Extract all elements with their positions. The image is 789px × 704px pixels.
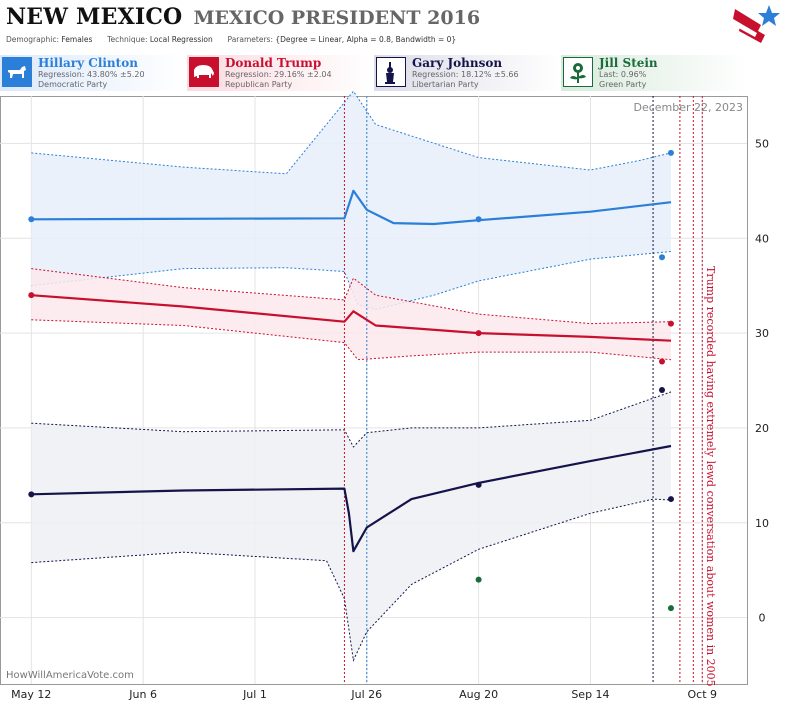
y-tick-label: 0 — [759, 612, 766, 625]
upper-bound-line — [31, 90, 672, 175]
poll-point — [659, 358, 666, 365]
y-tick-label: 50 — [755, 137, 769, 150]
y-tick-label: 30 — [755, 327, 769, 340]
candidate-stat: Regression: 29.16% ±2.04 — [225, 70, 332, 79]
poll-point — [28, 216, 35, 223]
demographic-label: Demographic: — [6, 35, 59, 44]
regression-line — [31, 189, 672, 226]
demographic-value: Females — [61, 35, 93, 44]
flower-icon — [563, 57, 593, 87]
poll-points — [28, 149, 674, 612]
poll-point — [659, 387, 666, 393]
poll-point — [659, 254, 666, 261]
poll-point — [667, 605, 674, 612]
state-title: NEW MEXICO — [6, 4, 183, 30]
candidate-party: Libertarian Party — [412, 80, 479, 89]
y-tick-label: 40 — [755, 232, 769, 245]
upper-bound-line — [31, 268, 672, 325]
lower-bound-line — [31, 251, 672, 310]
candidate-stat: Regression: 18.12% ±5.66 — [412, 70, 519, 79]
race-title: MEXICO PRESIDENT 2016 — [193, 7, 481, 29]
candidate-name: Gary Johnson — [412, 56, 503, 70]
chart-title: NEW MEXICO MEXICO PRESIDENT 2016 — [6, 4, 480, 32]
poll-point — [667, 320, 674, 327]
x-tick-label: May 12 — [11, 688, 51, 701]
credit-text: HowWillAmericaVote.com — [6, 670, 134, 681]
regression-lines — [31, 189, 672, 553]
x-tick-label: Oct 9 — [688, 688, 718, 701]
candidate-party: Democratic Party — [38, 80, 108, 89]
x-tick-label: Jul 1 — [242, 688, 267, 701]
candidate-card-johnson: Gary Johnson Regression: 18.12% ±5.66 Li… — [374, 55, 560, 91]
regression-line — [31, 444, 672, 553]
x-tick-label: Jul 26 — [350, 688, 382, 701]
technique-label: Technique: — [107, 35, 148, 44]
candidate-card-stein: Jill Stein Last: 0.96% Green Party — [561, 55, 747, 91]
elephant-icon — [189, 57, 219, 87]
candidate-card-clinton: Hillary Clinton Regression: 43.80% ±5.20… — [0, 55, 186, 91]
y-tick-label: 20 — [755, 422, 769, 435]
x-tick-label: Aug 20 — [459, 688, 498, 701]
confidence-bands — [31, 90, 672, 663]
event-lines — [343, 96, 703, 684]
candidate-card-trump: Donald Trump Regression: 29.16% ±2.04 Re… — [187, 55, 373, 91]
plot-frame — [0, 96, 748, 685]
date-stamp: December 22, 2023 — [633, 101, 743, 114]
x-tick-label: Jun 6 — [128, 688, 157, 701]
poll-point — [475, 330, 482, 337]
candidate-name: Hillary Clinton — [38, 56, 138, 70]
poll-point — [475, 216, 482, 223]
poll-point — [667, 496, 674, 503]
candidate-name: Jill Stein — [599, 56, 658, 70]
poll-point — [667, 149, 674, 156]
candidate-party: Republican Party — [225, 80, 293, 89]
liberty-icon — [376, 57, 406, 87]
candidate-party: Green Party — [599, 80, 647, 89]
lower-bound-line — [31, 498, 672, 663]
technique-value: Local Regression — [149, 35, 213, 44]
axes: May 12 Jun 6 Jul 1 Jul 26 Aug 20 Sep 14 Oct 9 0… — [11, 137, 769, 701]
site-logo-icon — [733, 5, 780, 43]
parameters-line: Demographic: Females Technique: Local Re… — [6, 35, 456, 44]
donkey-icon — [2, 57, 32, 87]
poll-point — [475, 481, 482, 488]
regression-line — [31, 294, 672, 342]
poll-point — [475, 576, 482, 583]
parameters-value: {Degree = Linear, Alpha = 0.8, Bandwidth… — [275, 35, 457, 44]
event-annotation: Trump recorded having extremely lewd con… — [704, 266, 717, 687]
candidate-stat: Last: 0.96% — [599, 70, 647, 79]
x-tick-label: Sep 14 — [571, 688, 609, 701]
poll-point — [28, 292, 35, 299]
candidate-legend: Hillary Clinton Regression: 43.80% ±5.20… — [0, 55, 789, 93]
y-tick-label: 10 — [755, 517, 769, 530]
candidate-name: Donald Trump — [225, 56, 322, 70]
poll-point — [28, 491, 35, 498]
parameters-label: Parameters: — [227, 35, 273, 44]
candidate-stat: Regression: 43.80% ±5.20 — [38, 70, 145, 79]
